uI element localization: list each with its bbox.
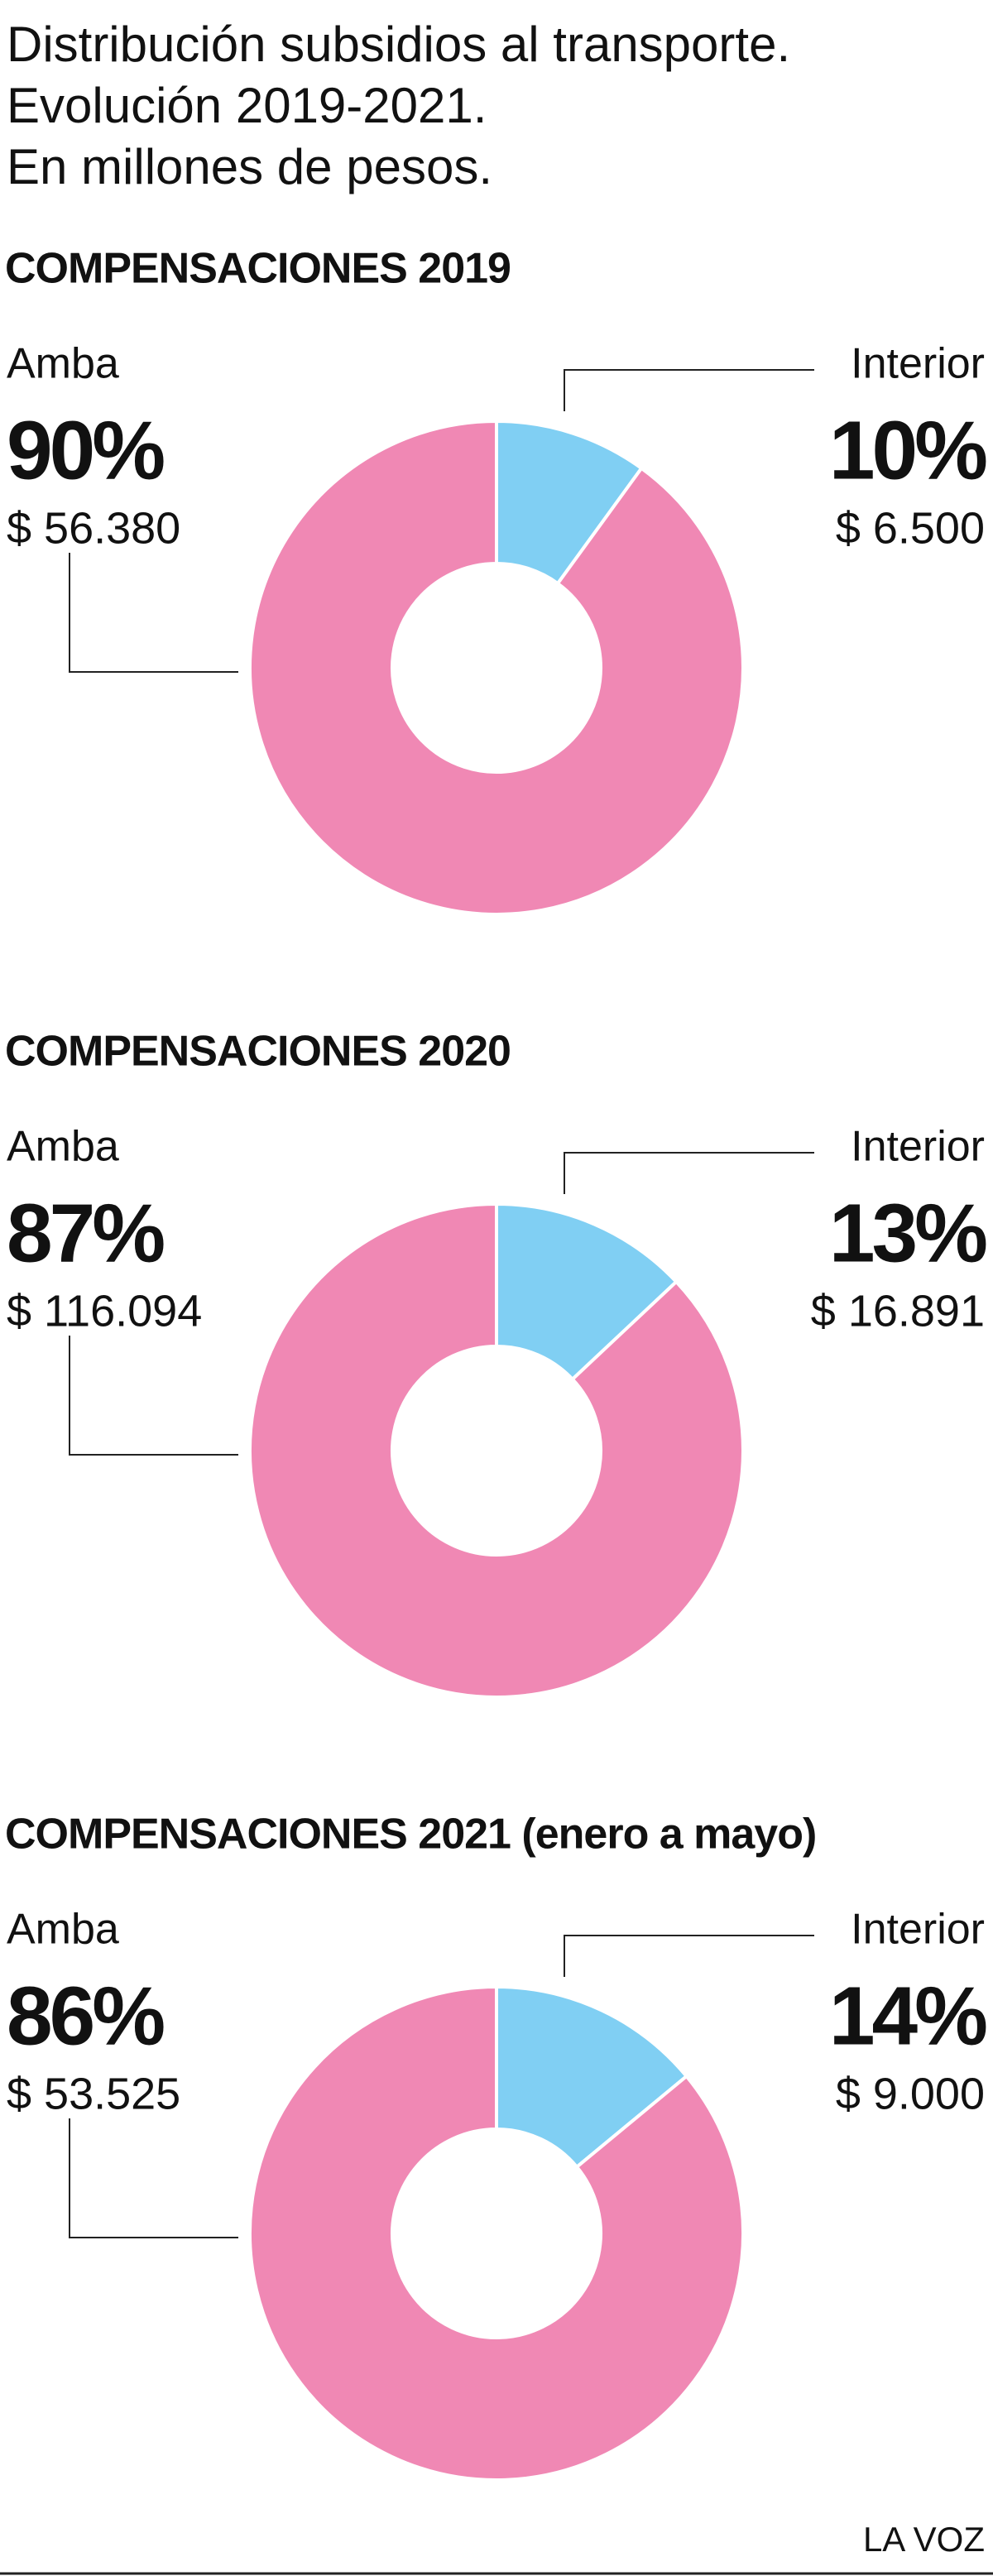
leader-line [69,553,238,673]
donut-slice [495,1984,689,2170]
amount-label: $ 56.380 [7,503,180,553]
category-label: Amba [7,1123,119,1171]
leader-line [69,2118,238,2238]
percent-label: 10% [829,404,986,496]
leader-line [564,1935,814,1977]
percent-label: 87% [7,1187,164,1279]
page-title: En millones de pesos. [7,139,492,194]
leader-line [69,1336,238,1456]
amount-label: $ 6.500 [836,503,985,553]
donut-slice [495,1202,679,1382]
amount-label: $ 9.000 [836,2069,985,2118]
category-label: Interior [851,340,985,388]
leader-line [564,369,814,411]
category-label: Amba [7,340,119,388]
amount-label: $ 116.094 [7,1286,202,1336]
donut-slice [495,419,644,586]
category-label: Interior [851,1906,985,1954]
category-label: Interior [851,1123,985,1171]
category-label: Amba [7,1906,119,1954]
percent-label: 90% [7,404,164,496]
amount-label: $ 53.525 [7,2069,180,2118]
donut-slice [248,1202,745,1699]
section-title: COMPENSACIONES 2020 [5,1028,511,1076]
section-title: COMPENSACIONES 2021 (enero a mayo) [5,1811,816,1859]
page-title: Distribución subsidios al transporte. [7,17,790,72]
section-title: COMPENSACIONES 2019 [5,245,511,293]
source: LA VOZ [863,2520,985,2559]
donut-slice [248,1984,745,2482]
percent-label: 86% [7,1969,164,2062]
amount-label: $ 16.891 [811,1286,985,1336]
donut-slice [248,419,745,916]
page-title: Evolución 2019-2021. [7,78,487,133]
leader-line [564,1152,814,1194]
percent-label: 14% [829,1969,986,2062]
percent-label: 13% [829,1187,986,1279]
